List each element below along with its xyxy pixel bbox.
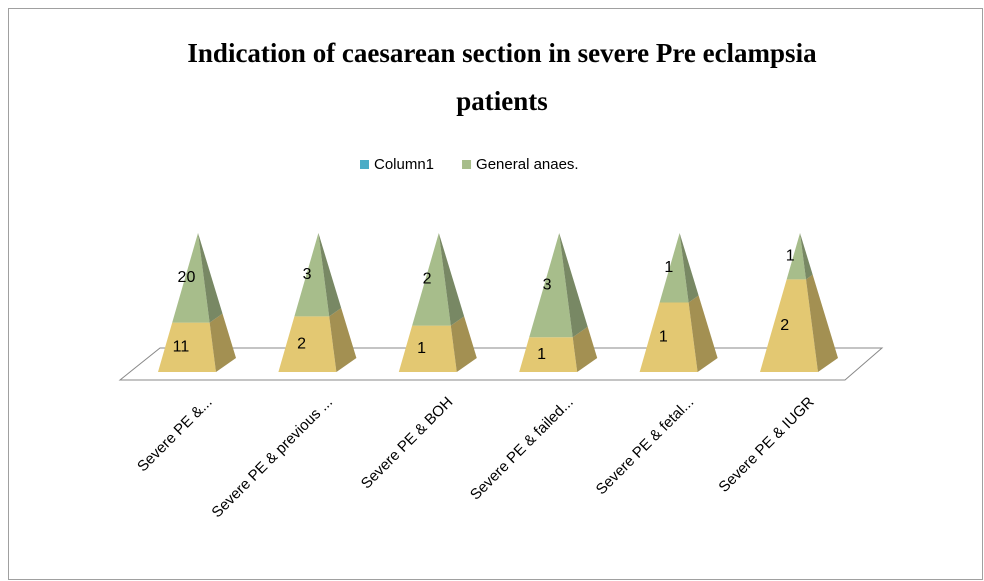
chart-title: patients <box>456 86 548 116</box>
data-label: 3 <box>303 266 312 283</box>
data-label: 1 <box>417 340 426 357</box>
data-label: 2 <box>297 335 306 352</box>
pyramid-side <box>450 316 477 372</box>
pyramid-front <box>519 337 578 372</box>
legend-label: General anaes. <box>476 156 579 173</box>
pyramid-side <box>318 233 342 317</box>
legend-swatch <box>462 160 472 169</box>
pyramid-front <box>760 279 818 372</box>
pyramid-side <box>572 326 598 372</box>
pyramid-side <box>679 233 699 303</box>
data-label: 11 <box>173 339 190 356</box>
data-label: 1 <box>664 259 673 276</box>
pyramid-side <box>559 233 588 338</box>
pyramid-front <box>172 233 210 323</box>
legend-label: Column1 <box>374 156 434 173</box>
pyramid-side <box>209 313 236 372</box>
chart-title: Indication of caesarean section in sever… <box>187 38 817 68</box>
pyramid-side <box>806 274 838 372</box>
pyramid-side <box>688 295 718 372</box>
pyramid-front <box>278 316 337 372</box>
data-label: 1 <box>786 247 795 264</box>
data-label: 3 <box>543 276 552 293</box>
pyramid-front <box>786 233 806 280</box>
chart-border <box>8 8 983 580</box>
pyramid-front <box>294 233 330 317</box>
data-label: 2 <box>423 271 432 288</box>
data-label: 1 <box>659 328 668 345</box>
pyramid-side <box>800 233 813 280</box>
pyramid-front <box>529 233 573 338</box>
pyramid-front <box>639 302 698 372</box>
data-label: 20 <box>178 269 196 286</box>
data-label: 1 <box>537 346 546 363</box>
pyramid-side <box>198 233 223 323</box>
pyramid-side <box>329 308 357 372</box>
data-label: 2 <box>780 317 789 334</box>
pyramid-front <box>659 233 689 303</box>
pyramid-front <box>158 322 216 372</box>
legend-swatch <box>360 160 369 169</box>
pyramid-front <box>412 233 451 326</box>
pyramid-front <box>398 325 457 372</box>
pyramid-side <box>438 233 465 326</box>
